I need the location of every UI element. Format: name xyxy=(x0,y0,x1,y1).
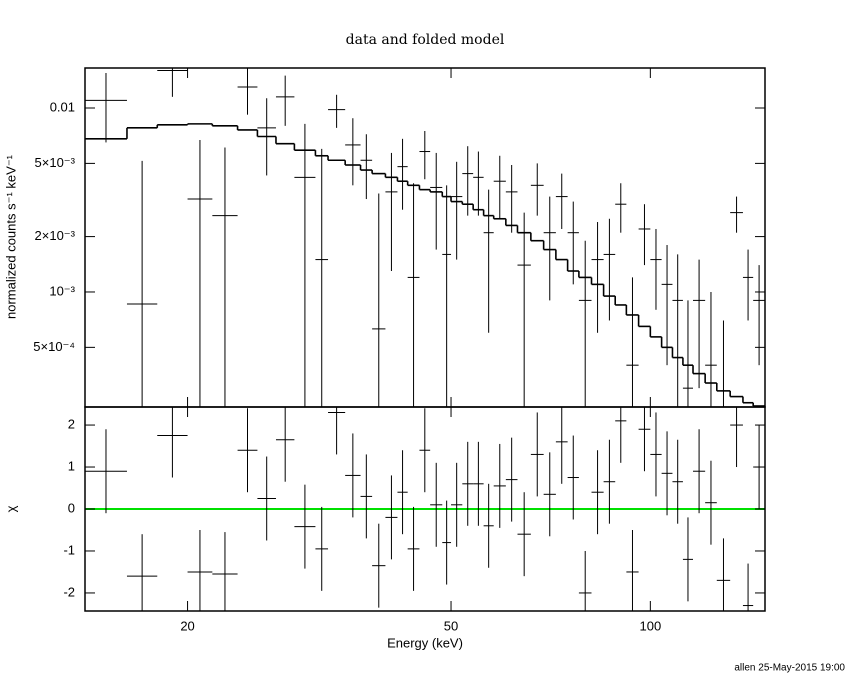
y-tick-label: 2 xyxy=(68,416,75,431)
plot-area xyxy=(85,68,765,407)
plot-area xyxy=(85,407,765,611)
y-axis-label: χ xyxy=(3,505,18,512)
x-tick-label: 100 xyxy=(639,618,661,633)
x-axis-label: Energy (keV) xyxy=(387,635,463,650)
y-tick-label: 10⁻³ xyxy=(49,283,75,298)
y-tick-label: 5×10⁻⁴ xyxy=(33,339,75,354)
chart-title: data and folded model xyxy=(346,32,505,48)
y-tick-label: -1 xyxy=(63,542,75,557)
y-tick-label: 2×10⁻³ xyxy=(35,228,76,243)
y-tick-label: -2 xyxy=(63,584,75,599)
frame xyxy=(84,406,766,612)
frame xyxy=(84,67,766,408)
x-tick-label: 50 xyxy=(444,618,458,633)
y-tick-label: 0.01 xyxy=(50,99,75,114)
y-tick-label: 0 xyxy=(68,500,75,515)
y-tick-label: 1 xyxy=(68,458,75,473)
footer: allen 25-May-2015 19:00 xyxy=(734,663,845,674)
x-tick-label: 20 xyxy=(180,618,194,633)
y-axis-label: normalized counts s⁻¹ keV⁻¹ xyxy=(3,154,18,319)
y-tick-label: 5×10⁻³ xyxy=(35,155,76,170)
